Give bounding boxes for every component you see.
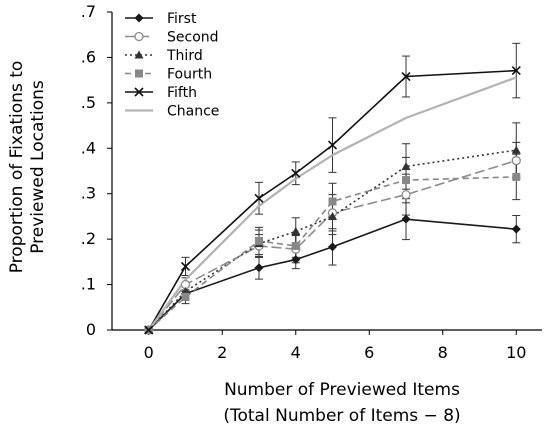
data-point-second — [401, 189, 411, 200]
y-tick-labels: 0 .1 .2 .3 .4 .5 .6 .7 — [81, 2, 96, 339]
legend-item-second: Second — [125, 30, 219, 46]
data-point-third — [401, 161, 411, 170]
x-tick-label: 4 — [291, 343, 301, 362]
data-point-fifth — [180, 261, 191, 271]
legend-marker — [135, 69, 143, 78]
data-point-fifth — [401, 71, 411, 82]
data-point-third — [328, 211, 338, 220]
data-point-first — [401, 214, 411, 224]
legend-marker — [134, 31, 144, 42]
y-tick-label: .4 — [81, 138, 96, 157]
data-point-fourth — [328, 197, 337, 206]
series-markers — [144, 66, 521, 335]
error-bars — [181, 42, 521, 305]
legend-marker — [134, 50, 144, 59]
y-tick-label: .2 — [81, 229, 96, 248]
legend-item-third: Third — [125, 48, 203, 64]
y-tick-label: .6 — [81, 47, 96, 66]
data-point-fifth — [327, 140, 338, 150]
legend-label-fourth: Fourth — [167, 67, 212, 83]
data-point-fourth — [255, 236, 264, 245]
series-line-chance — [147, 76, 517, 331]
data-point-fifth — [511, 66, 521, 76]
data-point-fifth — [254, 193, 264, 203]
y-tick-label: 0 — [86, 320, 96, 339]
y-tick-label: .1 — [81, 275, 96, 294]
y-axis-title-line-1: Proportion of Fixations to — [7, 61, 27, 274]
x-tick-label: 0 — [144, 343, 154, 362]
legend-label-first: First — [167, 11, 197, 27]
legend-label-chance: Chance — [167, 104, 219, 120]
legend-item-chance: Chance — [125, 104, 219, 120]
data-point-fourth — [181, 292, 190, 301]
x-tick-label: 10 — [506, 343, 526, 362]
legend-item-fifth: Fifth — [125, 85, 197, 101]
data-point-fourth — [291, 241, 300, 250]
data-point-first — [254, 263, 264, 273]
data-point-first — [511, 224, 521, 234]
y-tick-label: .3 — [81, 184, 96, 203]
data-point-fifth — [144, 325, 154, 335]
x-tick-labels: 0 2 4 6 8 10 — [144, 343, 527, 362]
legend-label-fifth: Fifth — [167, 85, 197, 101]
x-axis-title-line-1: Number of Previewed Items — [224, 380, 460, 400]
x-tick-label: 6 — [364, 343, 374, 362]
x-tick-label: 8 — [438, 343, 448, 362]
y-tick-label: .5 — [81, 93, 96, 112]
data-point-third — [291, 226, 301, 235]
data-point-fifth — [291, 168, 301, 178]
legend-item-first: First — [125, 11, 197, 27]
data-point-first — [291, 255, 301, 265]
y-axis-title-line-2: Previewed Locations — [28, 80, 48, 254]
legend: First Second Third Fourth Fifth Chance — [125, 11, 219, 120]
legend-marker — [134, 87, 144, 97]
data-point-fourth — [402, 176, 411, 185]
data-point-first — [328, 242, 338, 252]
data-point-second — [511, 155, 521, 166]
x-tick-label: 2 — [217, 343, 227, 362]
legend-label-second: Second — [167, 30, 219, 46]
x-axis-title-line-2: (Total Number of Items − 8) — [223, 406, 460, 426]
legend-item-fourth: Fourth — [125, 67, 212, 83]
legend-marker — [134, 13, 144, 23]
axes-layer — [107, 11, 542, 335]
data-point-third — [511, 145, 521, 154]
legend-label-third: Third — [166, 48, 203, 64]
y-tick-label: .7 — [81, 2, 96, 21]
data-point-fourth — [512, 172, 521, 181]
